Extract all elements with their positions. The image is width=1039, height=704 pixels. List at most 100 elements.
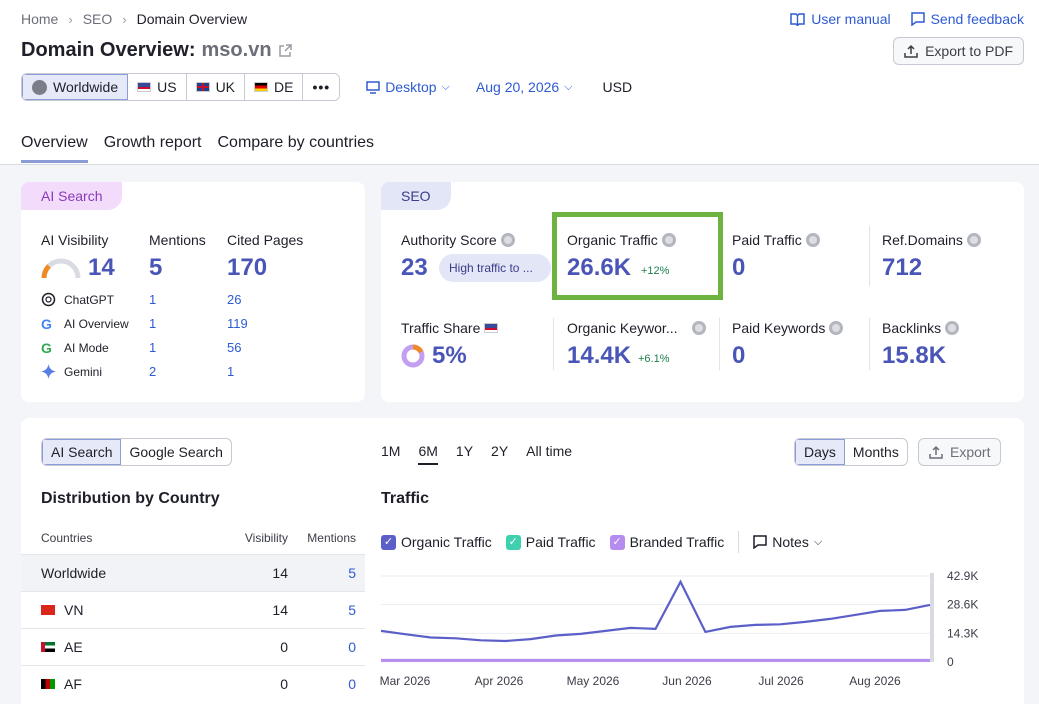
y-tick-label: 14.3K	[947, 626, 978, 640]
series-line-organic-traffic[interactable]	[380, 579, 931, 643]
range-1m[interactable]: 1M	[381, 443, 401, 459]
uk-flag-icon	[195, 82, 210, 92]
source-cited[interactable]: 119	[227, 316, 248, 331]
row-country: AE	[64, 639, 83, 655]
more-databases-button[interactable]: •••	[303, 74, 340, 100]
row-country: AF	[64, 676, 82, 692]
y-tick-label: 0	[947, 655, 954, 669]
date-label: Aug 20, 2026	[475, 79, 560, 95]
db-worldwide[interactable]: Worldwide	[22, 74, 129, 100]
source-cited[interactable]: 26	[227, 292, 242, 307]
db-uk[interactable]: UK	[186, 74, 246, 100]
toggle-google-search[interactable]: Google Search	[129, 444, 223, 460]
table-row[interactable]: AE 0 0	[21, 628, 365, 665]
user-manual-link[interactable]: User manual	[790, 11, 891, 27]
seo-card: SEO Authority Score 23 High traffic to .…	[381, 182, 1024, 402]
x-tick-label: Aug 2026	[849, 674, 901, 688]
traffic-share-value[interactable]: 5%	[432, 342, 467, 369]
db-worldwide-label: Worldwide	[53, 79, 119, 95]
source-row-ai-mode: G AI Mode	[41, 340, 109, 356]
row-mentions[interactable]: 5	[348, 565, 356, 581]
organic-keywords-label: Organic Keywor...	[567, 320, 706, 336]
checkbox-icon: ✓	[505, 534, 521, 550]
db-us[interactable]: US	[128, 74, 187, 100]
chevron-right-icon: ›	[68, 11, 73, 27]
cited-pages-value[interactable]: 170	[227, 254, 268, 281]
table-row[interactable]: Worldwide 14 5	[21, 554, 365, 591]
source-row-gemini: Gemini	[41, 364, 102, 379]
db-us-label: US	[157, 79, 177, 95]
row-mentions[interactable]: 0	[348, 639, 356, 655]
tab-overview[interactable]: Overview	[21, 134, 88, 163]
table-row[interactable]: AF 0 0	[21, 665, 365, 702]
period-months[interactable]: Months	[852, 444, 899, 460]
chart-scroll-band[interactable]	[930, 573, 934, 662]
source-name: AI Overview	[64, 317, 129, 331]
range-6m[interactable]: 6M	[418, 443, 438, 465]
x-tick-label: Mar 2026	[380, 674, 431, 688]
toggle-ai-search[interactable]: AI Search	[42, 439, 122, 465]
divider	[553, 318, 554, 370]
range-2y[interactable]: 2Y	[491, 443, 509, 459]
export-pdf-button[interactable]: Export to PDF	[893, 37, 1024, 65]
database-selector: Worldwide US UK DE •••	[21, 73, 341, 101]
paid-traffic-value[interactable]: 0	[732, 254, 746, 281]
external-link-icon[interactable]	[278, 43, 292, 58]
breadcrumb-home[interactable]: Home	[21, 11, 59, 27]
row-visibility: 14	[272, 565, 288, 581]
checkbox-icon: ✓	[609, 534, 625, 550]
y-tick-label: 28.6K	[947, 598, 978, 612]
authority-badge[interactable]: High traffic to ...	[439, 254, 551, 282]
authority-score-value[interactable]: 23	[401, 254, 428, 281]
tab-growth-report[interactable]: Growth report	[103, 134, 202, 151]
source-mentions[interactable]: 2	[149, 364, 157, 379]
legend-organic[interactable]: ✓ Organic Traffic	[381, 534, 492, 550]
source-cited[interactable]: 56	[227, 340, 242, 355]
organic-traffic-value[interactable]: 26.6K	[567, 254, 632, 281]
notes-dropdown[interactable]: Notes ⌵	[753, 534, 822, 550]
date-selector[interactable]: Aug 20, 2026 ⌵	[476, 79, 573, 95]
traffic-chart[interactable]: 42.9K 28.6K 14.3K 0 Mar 2026 Apr 2026 May 2026…	[378, 565, 1018, 695]
legend-branded[interactable]: ✓ Branded Traffic	[609, 534, 724, 550]
desktop-icon	[366, 80, 380, 94]
period-days[interactable]: Days	[795, 439, 845, 465]
domain-name[interactable]: mso.vn	[201, 39, 272, 61]
paid-keywords-value[interactable]: 0	[732, 342, 746, 369]
db-de[interactable]: DE	[245, 74, 304, 100]
globe-icon	[32, 79, 47, 95]
col-mentions: Mentions	[307, 531, 356, 545]
chevron-down-icon: ⌵	[813, 535, 823, 548]
row-mentions[interactable]: 0	[348, 676, 356, 692]
traffic-title: Traffic	[381, 490, 430, 507]
source-mentions[interactable]: 1	[149, 292, 157, 307]
legend-paid[interactable]: ✓ Paid Traffic	[505, 534, 596, 550]
breadcrumb-seo[interactable]: SEO	[82, 11, 113, 27]
af-flag-icon	[41, 679, 55, 689]
range-all-time[interactable]: All time	[526, 443, 573, 459]
source-mentions[interactable]: 1	[149, 316, 157, 331]
row-mentions[interactable]: 5	[348, 602, 356, 618]
ai-search-card: AI Search AI Visibility 14 Mentions 5 Ci…	[21, 182, 365, 402]
send-feedback-link[interactable]: Send feedback	[910, 11, 1024, 27]
export-button[interactable]: Export	[918, 438, 1002, 466]
ai-search-label: AI Search	[21, 182, 123, 210]
tab-compare-countries[interactable]: Compare by countries	[217, 134, 375, 151]
organic-traffic-highlight	[552, 212, 723, 300]
table-row[interactable]: VN 14 5	[21, 591, 365, 628]
checkbox-icon: ✓	[381, 534, 396, 550]
backlinks-value[interactable]: 15.8K	[882, 342, 947, 369]
source-cited[interactable]: 1	[227, 364, 235, 379]
organic-traffic-label: Organic Traffic	[567, 232, 676, 248]
device-selector[interactable]: Desktop ⌵	[366, 79, 450, 95]
ref-domains-value[interactable]: 712	[882, 254, 923, 281]
paid-traffic-label: Paid Traffic	[732, 232, 820, 248]
organic-keywords-value[interactable]: 14.4K	[567, 342, 632, 369]
cited-pages-label: Cited Pages	[227, 232, 304, 248]
chevron-down-icon: ⌵	[564, 80, 573, 93]
range-1y[interactable]: 1Y	[455, 443, 474, 459]
divider	[869, 318, 870, 370]
source-name: Gemini	[64, 364, 103, 379]
source-mentions[interactable]: 1	[149, 340, 157, 355]
de-flag-icon	[254, 82, 269, 92]
mentions-value[interactable]: 5	[149, 254, 163, 281]
